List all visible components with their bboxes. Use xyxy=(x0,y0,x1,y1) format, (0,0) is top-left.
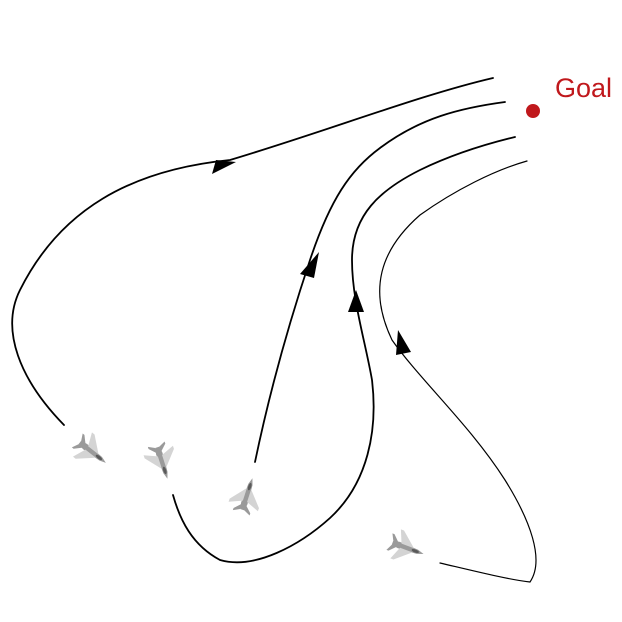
fighter-jet-icon xyxy=(384,527,429,569)
goal-marker xyxy=(526,104,540,118)
goal-label: Goal xyxy=(555,73,612,103)
trajectory-3 xyxy=(172,136,516,564)
direction-arrow-1 xyxy=(212,160,236,174)
fighter-jet-icon xyxy=(226,473,268,518)
trajectory-2 xyxy=(254,101,506,463)
direction-arrow-3 xyxy=(348,290,364,312)
trajectory-1 xyxy=(11,77,494,426)
fighter-jet-icon xyxy=(67,428,116,475)
direction-arrow-2 xyxy=(300,252,319,278)
trajectory-4 xyxy=(379,160,537,583)
fighter-jet-icon xyxy=(141,439,183,484)
direction-arrow-4 xyxy=(396,330,411,355)
